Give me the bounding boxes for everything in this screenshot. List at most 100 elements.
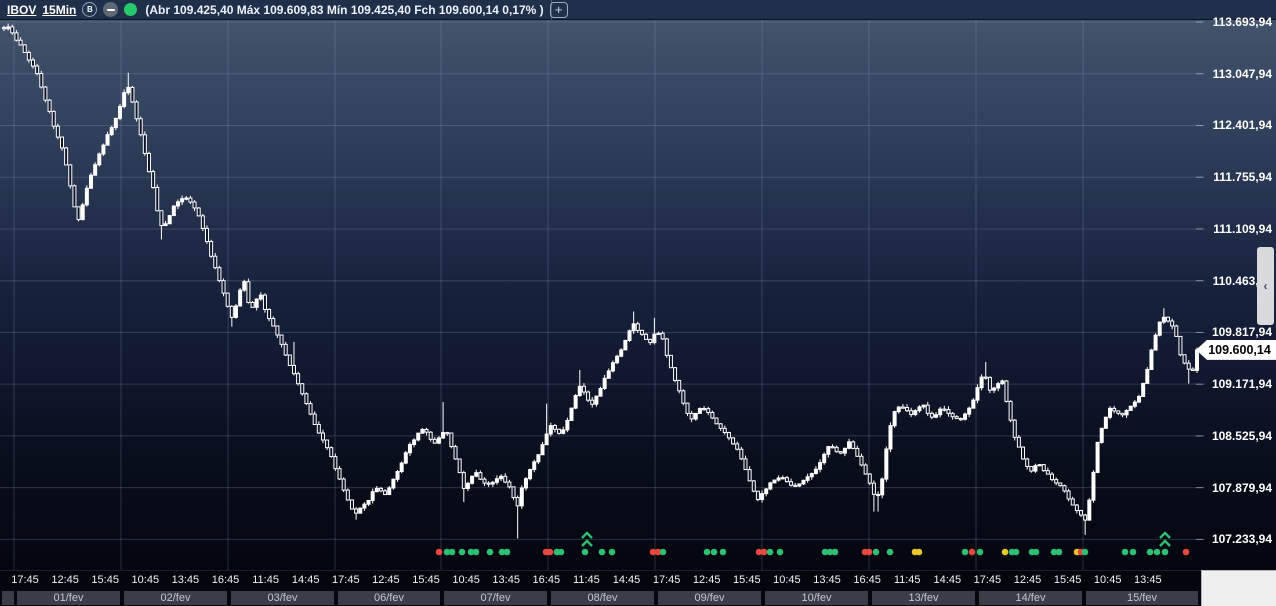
candle-body [151, 171, 156, 189]
candle-body [68, 164, 73, 187]
candle-body [606, 370, 611, 379]
date-axis[interactable]: 01/fev 02/fev 03/fev 06/fev 07/fev 08/fev 09/f… [0, 590, 1201, 606]
candle-body [644, 333, 649, 340]
candlestick-chart [0, 20, 1276, 570]
signal-dot-green [443, 548, 451, 556]
time-axis-label: 14:45 [933, 574, 962, 586]
time-axis-label: 10:45 [452, 574, 480, 586]
candle-body [751, 480, 756, 492]
candle-body [1116, 410, 1121, 414]
timeframe-label[interactable]: 15Min [42, 2, 77, 17]
candle-body [532, 461, 537, 471]
candle-body [851, 441, 856, 449]
candle-body [801, 479, 806, 485]
candle-body [1066, 490, 1071, 500]
candle-body [300, 383, 305, 395]
candle-body [975, 387, 980, 401]
candle-body [1050, 473, 1055, 481]
time-axis-label: 11:45 [252, 574, 279, 586]
date-segment: 06/fev [338, 591, 440, 605]
candle-body [929, 412, 934, 418]
candle-body [155, 187, 160, 212]
candle-body [159, 210, 164, 227]
candle-body [43, 86, 48, 101]
signal-dot-green [581, 548, 589, 556]
symbol-label[interactable]: IBOV [7, 2, 37, 17]
candle-body [1062, 485, 1067, 492]
signal-dot-green [503, 548, 511, 556]
signal-dot-green [1129, 548, 1137, 556]
candle-body [267, 308, 272, 320]
candle-body [1016, 436, 1021, 448]
candle-body [345, 489, 350, 501]
last-price-tag: 109.600,14 [1196, 339, 1276, 360]
candle-body [349, 499, 354, 510]
candle-body [88, 174, 93, 189]
candle-body [126, 86, 131, 94]
candle-body [1008, 400, 1013, 421]
minus-bar [106, 8, 115, 11]
candle-body [55, 125, 60, 138]
minus-icon[interactable] [103, 2, 119, 17]
candle-body [722, 427, 727, 434]
date-segment: 13/fev [872, 591, 975, 605]
candle-body [383, 490, 388, 496]
signal-dot-green [1050, 548, 1058, 556]
candle-body [681, 390, 686, 404]
chart-header: IBOV 15Min B (Abr 109.425,40 Máx 109.609… [0, 0, 1276, 20]
candle-body [689, 412, 694, 420]
candle-body [726, 432, 731, 439]
candle-body [772, 479, 777, 484]
time-axis-label: 15:45 [733, 574, 761, 586]
candle-body [113, 117, 118, 129]
price-axis-label: 107.879,94 [1211, 480, 1272, 495]
instrument-icon[interactable]: B [82, 2, 98, 17]
candle-body [905, 407, 910, 412]
candle-body [482, 478, 487, 484]
candle-body [627, 330, 632, 341]
candle-body [536, 454, 541, 463]
candle-body [35, 65, 40, 75]
candle-body [1087, 499, 1092, 521]
candle-body [366, 499, 371, 505]
candle-body [805, 476, 810, 481]
add-indicator-button[interactable]: + [549, 1, 568, 18]
candle-body [416, 432, 421, 441]
candle-body [743, 458, 748, 471]
candle-body [378, 487, 383, 492]
candle-body [1149, 349, 1154, 370]
signal-dot-green [448, 548, 456, 556]
candle-body [892, 411, 897, 427]
candle-body [987, 376, 992, 391]
candle-body [80, 204, 85, 221]
time-axis-label: 15:45 [1053, 574, 1082, 586]
candle-body [1070, 498, 1075, 506]
panel-collapse-handle[interactable]: ‹ [1257, 247, 1274, 325]
time-axis-label: 14:45 [291, 574, 320, 586]
candle-body [192, 201, 197, 209]
candle-body [822, 453, 827, 464]
signal-dot-green [1153, 548, 1161, 556]
candle-body [673, 367, 678, 381]
candle-body [573, 395, 578, 409]
candle-body [963, 413, 968, 420]
candle-body [610, 362, 615, 372]
time-axis-label: 12:45 [372, 574, 400, 586]
signal-dot-green [486, 548, 494, 556]
candle-body [697, 407, 702, 414]
candle-body [809, 473, 814, 478]
candle-body [842, 447, 847, 454]
candle-body [470, 475, 475, 484]
time-axis[interactable]: 17:45 12:45 15:45 10:45 13:45 16:45 11:45 14:45… [0, 570, 1201, 590]
candle-body [863, 464, 868, 475]
candle-body [581, 385, 586, 393]
candle-body [287, 354, 292, 366]
signal-dot-green [1055, 548, 1063, 556]
candle-body [1112, 407, 1117, 412]
candle-body [2, 27, 6, 30]
candle-body [175, 201, 180, 207]
candle-body [1091, 471, 1096, 501]
candle-body [1021, 446, 1026, 460]
candle-body [1000, 380, 1005, 385]
signal-dot-green [1121, 548, 1129, 556]
